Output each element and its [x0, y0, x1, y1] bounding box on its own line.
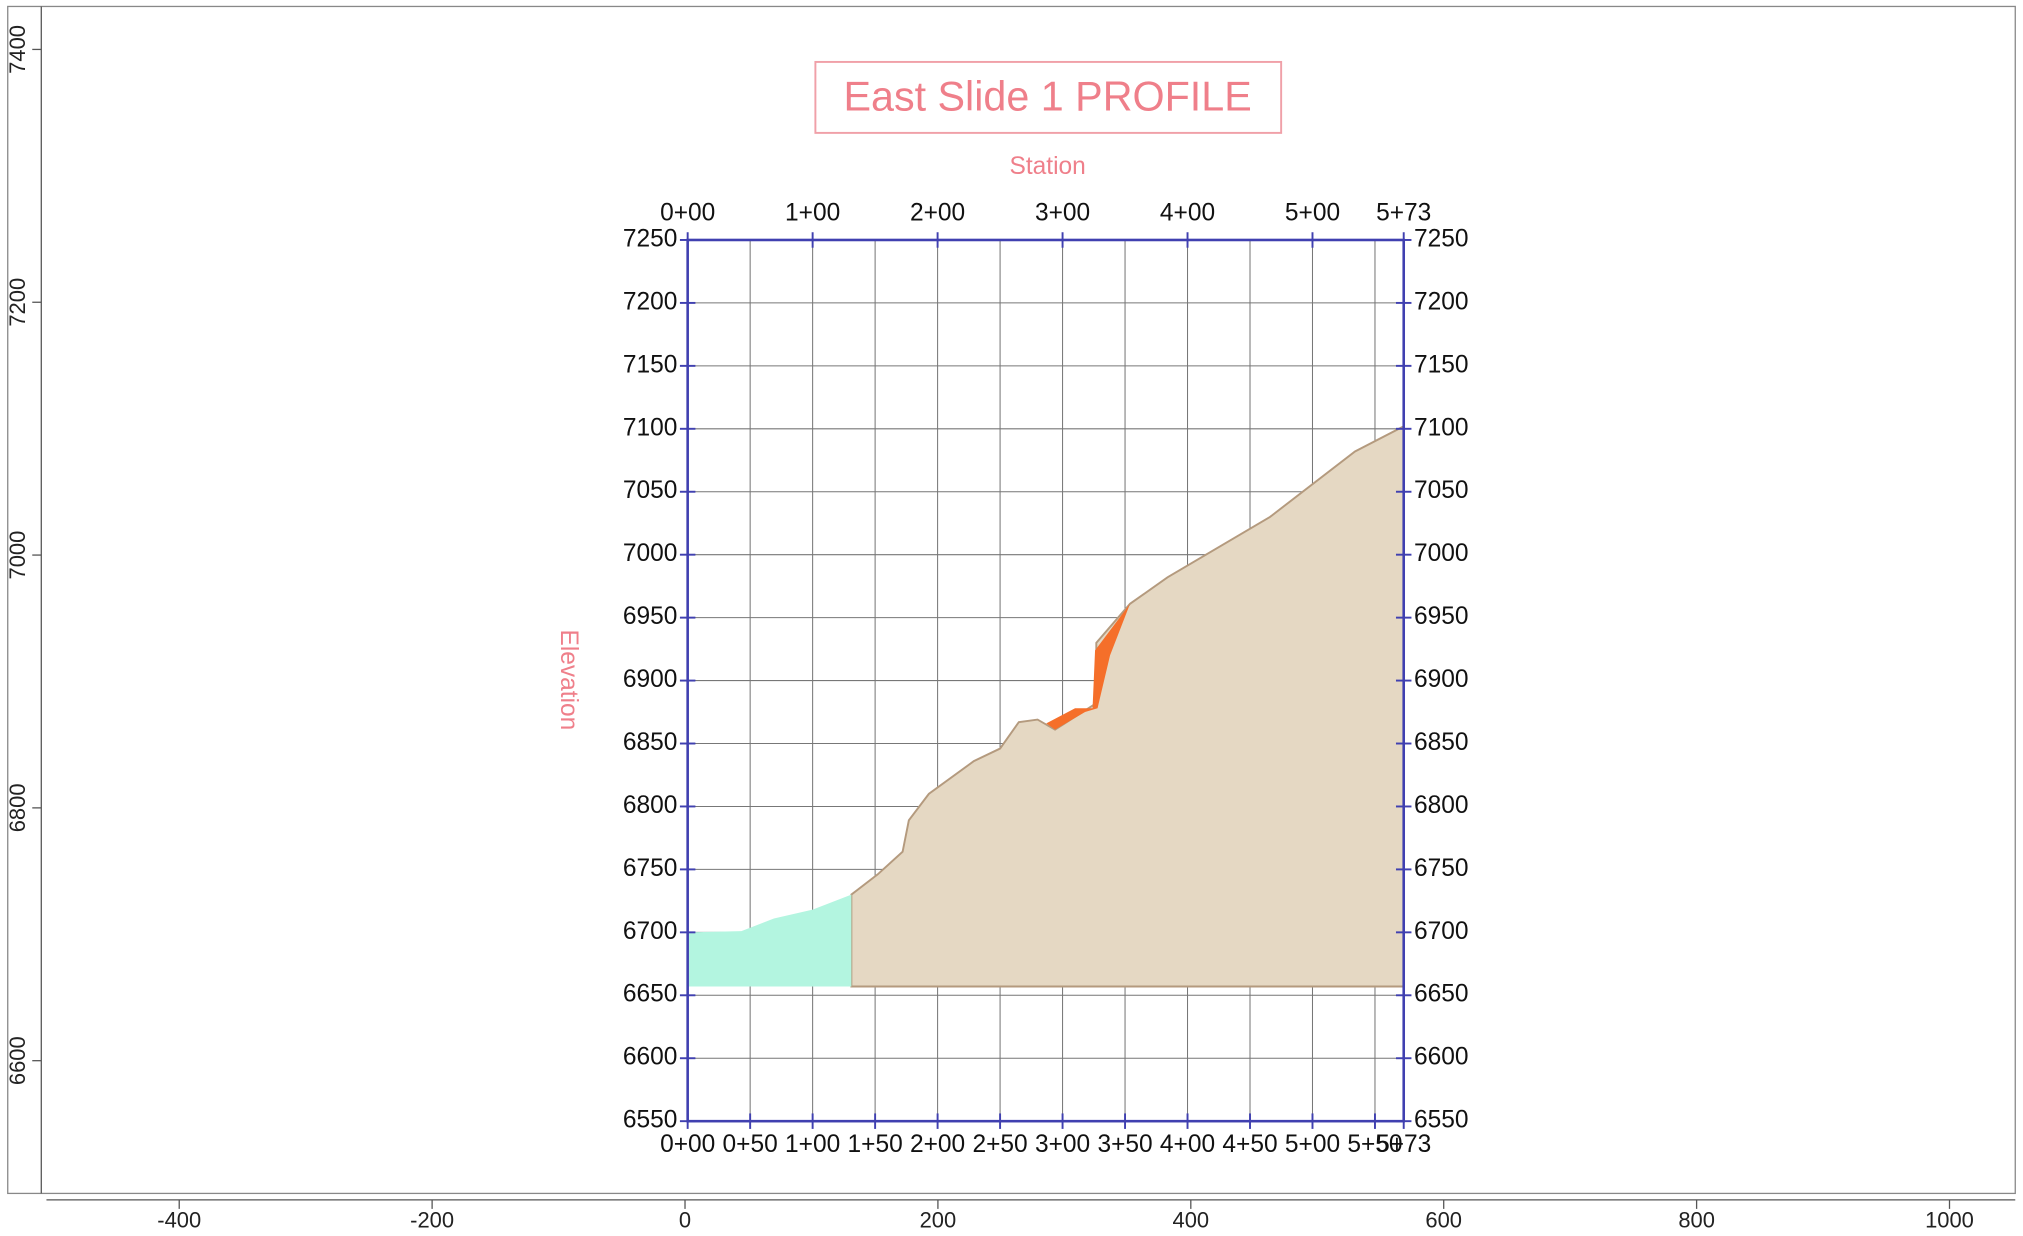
y2-tick-label: 6600 — [1414, 1044, 1469, 1071]
y2-tick-label: 6650 — [1414, 981, 1469, 1008]
x-tick-label: 2+00 — [910, 1131, 965, 1158]
y2-tick-label: 6800 — [1414, 792, 1469, 819]
x-tick-label: 800 — [1678, 1208, 1715, 1233]
y-tick-label: 7050 — [623, 477, 678, 504]
frame — [7, 5, 2016, 1195]
y-axis-label: Elevation — [555, 630, 582, 731]
y2-tick-label: 7250 — [1414, 225, 1469, 252]
chart-title: East Slide 1 PROFILE — [844, 73, 1252, 119]
x-tick-label: 400 — [1173, 1208, 1210, 1233]
x2-tick-label: 1+00 — [785, 200, 840, 227]
y-tick-label: 6900 — [623, 666, 678, 693]
y-tick-label: 7200 — [5, 278, 30, 327]
y-tick-label: 6800 — [623, 792, 678, 819]
x-tick-label: 1000 — [1925, 1208, 1974, 1233]
x-tick-label: 1+50 — [848, 1131, 903, 1158]
y2-tick-label: 6700 — [1414, 918, 1469, 945]
region — [850, 424, 1405, 988]
x-tick-label: 600 — [1425, 1208, 1462, 1233]
x-tick-label: 1+00 — [785, 1131, 840, 1158]
y-tick-label: 7100 — [623, 414, 678, 441]
y2-tick-label: 7200 — [1414, 288, 1469, 315]
y-tick-label: 6800 — [5, 783, 30, 832]
x-tick-label: 5+00 — [1285, 1131, 1340, 1158]
x-tick-label: 4+00 — [1160, 1131, 1215, 1158]
y2-tick-label: 6550 — [1414, 1107, 1469, 1134]
y-tick-label: 7000 — [623, 540, 678, 567]
y-tick-label: 6700 — [623, 918, 678, 945]
y2-tick-label: 7100 — [1414, 414, 1469, 441]
y2-tick-label: 6900 — [1414, 666, 1469, 693]
y2-tick-label: 7000 — [1414, 540, 1469, 567]
x-tick-label: 2+50 — [972, 1131, 1027, 1158]
x-tick-label: 5+50 — [1347, 1131, 1402, 1158]
x2-tick-label: 5+73 — [1376, 200, 1431, 227]
x-tick-label: 3+00 — [1035, 1131, 1090, 1158]
x-tick-label: 0+00 — [660, 1131, 715, 1158]
title-box — [814, 60, 1283, 134]
x-tick-label: 5+73 — [1376, 1131, 1431, 1158]
x-tick-label: 3+50 — [1097, 1131, 1152, 1158]
x-tick-label: 200 — [920, 1208, 957, 1233]
region — [1046, 603, 1131, 730]
y2-tick-label: 7150 — [1414, 351, 1469, 378]
y-tick-label: 6600 — [5, 1036, 30, 1085]
y2-tick-label: 7050 — [1414, 477, 1469, 504]
y-tick-label: 7150 — [623, 351, 678, 378]
y-tick-label: 6600 — [623, 1044, 678, 1071]
y-tick-label: 7250 — [623, 225, 678, 252]
x2-tick-label: 5+00 — [1285, 200, 1340, 227]
y2-tick-label: 6950 — [1414, 603, 1469, 630]
y-tick-label: 7000 — [5, 531, 30, 580]
x2-tick-label: 0+00 — [660, 200, 715, 227]
y2-tick-label: 6850 — [1414, 729, 1469, 756]
y-tick-label: 6850 — [623, 729, 678, 756]
x-tick-label: 0 — [679, 1208, 691, 1233]
x2-tick-label: 3+00 — [1035, 200, 1090, 227]
y-tick-label: 7200 — [623, 288, 678, 315]
x-tick-label: 4+50 — [1222, 1131, 1277, 1158]
x2-tick-label: 4+00 — [1160, 200, 1215, 227]
x-tick-label: 0+50 — [723, 1131, 778, 1158]
y-tick-label: 6750 — [623, 855, 678, 882]
y2-tick-label: 6750 — [1414, 855, 1469, 882]
y-tick-label: 6650 — [623, 981, 678, 1008]
y-tick-label: 6550 — [623, 1107, 678, 1134]
x2-tick-label: 2+00 — [910, 200, 965, 227]
y-tick-label: 6950 — [623, 603, 678, 630]
x-axis-label: Station — [1009, 153, 1085, 180]
x-tick-label: -200 — [410, 1208, 454, 1233]
y-tick-label: 7400 — [5, 25, 30, 74]
x-tick-label: -400 — [157, 1208, 201, 1233]
region — [687, 894, 852, 987]
